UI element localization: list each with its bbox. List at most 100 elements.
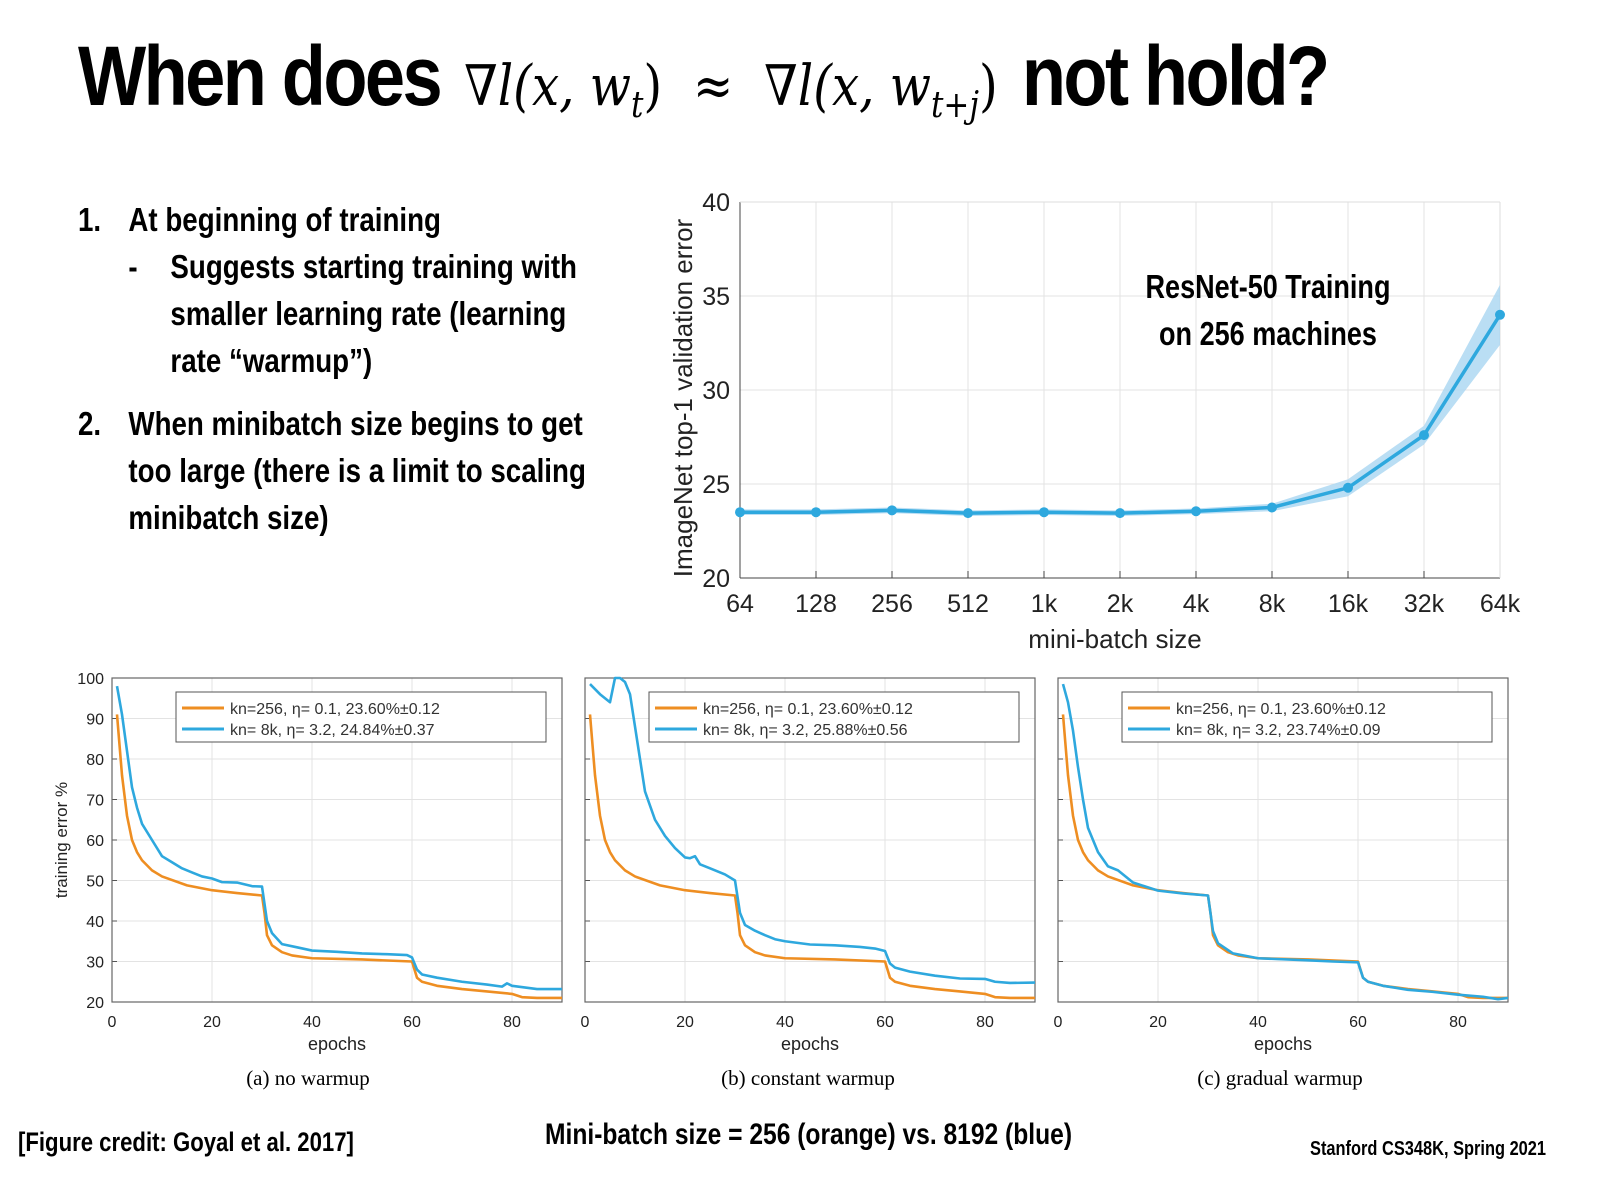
x-tick-label: 0	[581, 1014, 590, 1031]
sub-bullet-dash: -	[128, 248, 138, 285]
x-tick-label: 40	[1249, 1014, 1267, 1031]
training-error-chart: 0 20 40 60 80 kn=256, η= 0.1, 23.60%±0.12 kn= …	[1054, 677, 1509, 1054]
y-tick-label: 35	[702, 283, 730, 311]
caption-a: (a) no warmup	[246, 1066, 370, 1090]
y-tick-label: 20	[702, 565, 730, 593]
bullet-text: When minibatch size begins to get too la…	[128, 405, 586, 536]
caption-b: (b) constant warmup	[721, 1066, 895, 1090]
data-point	[887, 505, 897, 516]
x-axis-label: epochs	[308, 1034, 366, 1054]
x-tick-label: 60	[403, 1014, 421, 1031]
x-axis-label: mini-batch size	[1028, 624, 1201, 654]
bullet-item: 1. At beginning of training	[78, 196, 616, 243]
x-tick-label: 32k	[1404, 590, 1445, 618]
x-tick-label: 512	[947, 590, 989, 618]
bullet-text: At beginning of training	[128, 201, 441, 238]
figure-credit: [Figure credit: Goyal et al. 2017]	[18, 1127, 354, 1157]
x-tick-label: 64	[726, 590, 754, 618]
legend-entry: kn=256, η= 0.1, 23.60%±0.12	[1176, 701, 1386, 718]
plot-frame	[111, 677, 563, 1003]
y-tick-label: 90	[86, 712, 104, 729]
y-tick-label: 70	[86, 793, 104, 810]
data-point	[735, 507, 745, 518]
x-tick-label: 0	[108, 1014, 117, 1031]
x-tick-label: 60	[1349, 1014, 1367, 1031]
x-tick-label: 1k	[1031, 590, 1058, 618]
bullet-number: 2.	[78, 405, 102, 442]
sub-bullet-text: Suggests starting training with smaller …	[170, 248, 577, 379]
y-axis-label: ImageNet top-1 validation error	[668, 218, 698, 577]
series-line-blue	[115, 685, 562, 991]
training-error-chart: 0 20 40 60 80 kn=256, η= 0.1, 23.60%±0.12 kn= …	[581, 676, 1036, 1054]
series-line-blue	[1061, 683, 1509, 1001]
math-rhs: ∇l(x, w	[764, 54, 931, 119]
x-tick-label: 80	[1449, 1014, 1467, 1031]
batch-size-chart: 20 25 30 35 40 64 128 256 512 1k 2k 4k 8k 16k 32k 64k Re…	[668, 189, 1521, 654]
x-tick-label: 64k	[1480, 590, 1521, 618]
x-tick-label: 128	[795, 590, 837, 618]
y-tick-label: 30	[86, 955, 104, 972]
x-tick-label: 80	[976, 1014, 994, 1031]
bullet-number: 1.	[78, 201, 102, 238]
y-tick-label: 50	[86, 874, 104, 891]
title-math: ∇l(x, wt) ≈ ∇l(x, wt+j)	[464, 54, 998, 127]
legend-box	[648, 691, 1020, 743]
math-lhs: ∇l(x, w	[464, 54, 631, 119]
legend-entry: kn=256, η= 0.1, 23.60%±0.12	[703, 701, 913, 718]
y-tick-label: 80	[86, 752, 104, 769]
data-point	[963, 508, 973, 519]
series-line-orange	[1061, 714, 1508, 1000]
x-tick-label: 8k	[1259, 590, 1286, 618]
legend-entry: kn= 8k, η= 3.2, 23.74%±0.09	[1176, 722, 1381, 739]
data-point	[811, 507, 821, 518]
y-tick-label: 40	[702, 189, 730, 217]
math-approx: ≈	[693, 54, 734, 119]
slide-title: When does ∇l(x, wt) ≈ ∇l(x, wt+j) not ho…	[78, 28, 1330, 128]
data-point	[1039, 507, 1049, 518]
x-tick-label: 4k	[1183, 590, 1210, 618]
data-point	[1343, 482, 1353, 493]
x-tick-label: 40	[776, 1014, 794, 1031]
series-line-blue	[589, 676, 1036, 985]
title-suffix: not hold?	[1021, 29, 1330, 123]
chart-annotation: ResNet-50 Training	[1146, 270, 1391, 306]
plot-frame	[1057, 677, 1509, 1003]
data-point	[1267, 502, 1277, 513]
legend-entry: kn= 8k, η= 3.2, 24.84%±0.37	[230, 722, 435, 739]
math-rhs-sub: t+j	[930, 85, 979, 127]
y-tick-label: 30	[702, 377, 730, 405]
course-label: Stanford CS348K, Spring 2021	[1310, 1138, 1547, 1160]
y-tick-label: 25	[702, 471, 730, 499]
footer-caption: Mini-batch size = 256 (orange) vs. 8192 …	[545, 1118, 1073, 1151]
x-tick-label: 80	[503, 1014, 521, 1031]
x-axis-label: epochs	[781, 1034, 839, 1054]
x-tick-label: 256	[871, 590, 913, 618]
x-tick-label: 20	[1149, 1014, 1167, 1031]
series-line-orange	[115, 714, 562, 1000]
x-tick-label: 2k	[1107, 590, 1134, 618]
x-tick-label: 20	[676, 1014, 694, 1031]
bullet-item: 2. When minibatch size begins to get too…	[78, 400, 616, 541]
y-tick-label: 20	[86, 995, 104, 1012]
title-prefix: When does	[78, 29, 443, 123]
y-tick-label: 100	[77, 671, 104, 688]
legend-entry: kn=256, η= 0.1, 23.60%±0.12	[230, 701, 440, 718]
legend-entry: kn= 8k, η= 3.2, 25.88%±0.56	[703, 722, 908, 739]
legend-box	[175, 691, 547, 743]
y-axis-label: training error %	[52, 782, 71, 898]
y-tick-label: 40	[86, 914, 104, 931]
data-point	[1419, 430, 1429, 441]
x-tick-label: 60	[876, 1014, 894, 1031]
chart-annotation: on 256 machines	[1159, 317, 1377, 353]
x-axis-label: epochs	[1254, 1034, 1312, 1054]
y-tick-label: 60	[86, 833, 104, 850]
plot-frame	[584, 677, 1036, 1003]
x-tick-label: 40	[303, 1014, 321, 1031]
data-point	[1115, 508, 1125, 519]
x-tick-label: 20	[203, 1014, 221, 1031]
caption-c: (c) gradual warmup	[1197, 1066, 1363, 1090]
x-tick-label: 16k	[1328, 590, 1369, 618]
x-tick-label: 0	[1054, 1014, 1063, 1031]
